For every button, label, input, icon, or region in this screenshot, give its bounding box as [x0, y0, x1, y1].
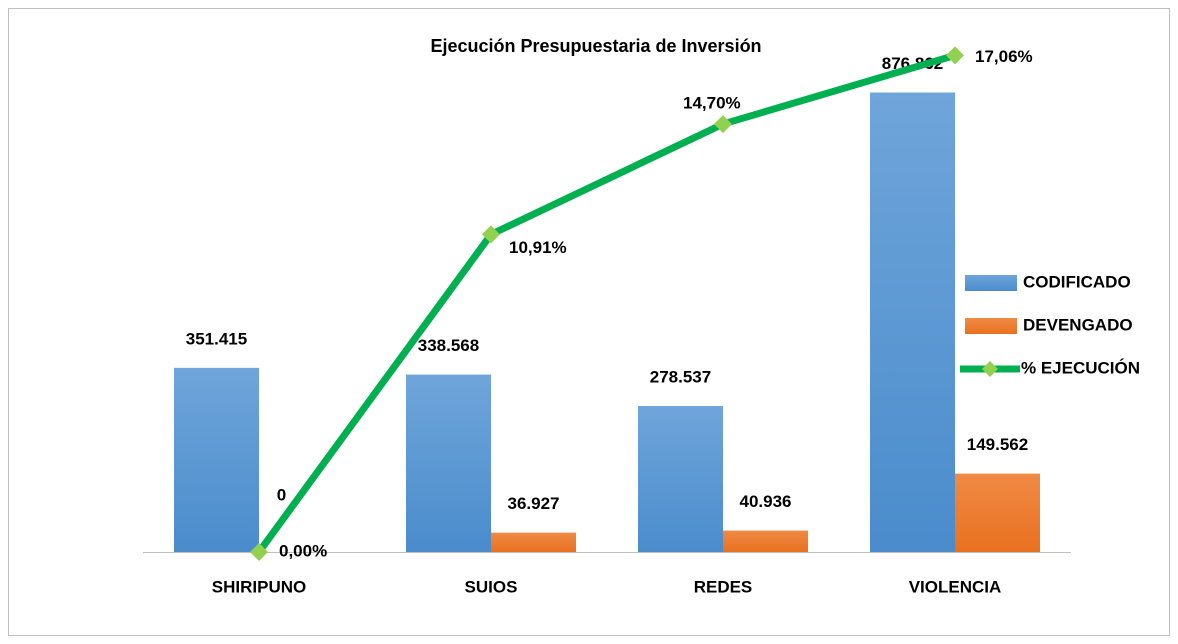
x-tick-label: SHIRIPUNO: [212, 577, 306, 596]
data-label: 40.936: [740, 492, 792, 511]
marker: [250, 543, 268, 561]
bar: [406, 374, 491, 552]
bar: [491, 532, 576, 552]
bar: [723, 530, 808, 552]
marker: [714, 115, 732, 134]
data-label: 351.415: [186, 329, 247, 348]
marker: [482, 225, 500, 244]
bar: [955, 473, 1040, 552]
data-label: 10,91%: [509, 238, 567, 257]
legend-swatch: [965, 275, 1017, 291]
data-label: 876.862: [882, 54, 943, 73]
data-label: 36.927: [508, 494, 560, 513]
x-tick-label: REDES: [694, 577, 753, 596]
data-label: 278.537: [650, 368, 711, 387]
x-tick-label: SUIOS: [465, 577, 518, 596]
marker: [946, 46, 964, 65]
legend-label: DEVENGADO: [1023, 315, 1133, 334]
chart-title: Ejecución Presupuestaria de Inversión: [430, 36, 761, 56]
data-label: 338.568: [418, 336, 479, 355]
data-label: 14,70%: [683, 94, 741, 113]
legend-swatch: [965, 318, 1017, 334]
bar: [638, 406, 723, 552]
data-label: 149.562: [967, 435, 1028, 454]
legend-marker: [982, 361, 998, 377]
bar: [870, 92, 955, 552]
x-tick-label: VIOLENCIA: [909, 577, 1002, 596]
legend-label: CODIFICADO: [1023, 272, 1131, 291]
legend-label: % EJECUCIÓN: [1021, 358, 1140, 377]
data-label: 0,00%: [279, 541, 327, 560]
bar: [174, 367, 259, 552]
line: [256, 52, 956, 555]
data-label: 17,06%: [975, 47, 1033, 66]
data-label: 0: [277, 485, 286, 504]
